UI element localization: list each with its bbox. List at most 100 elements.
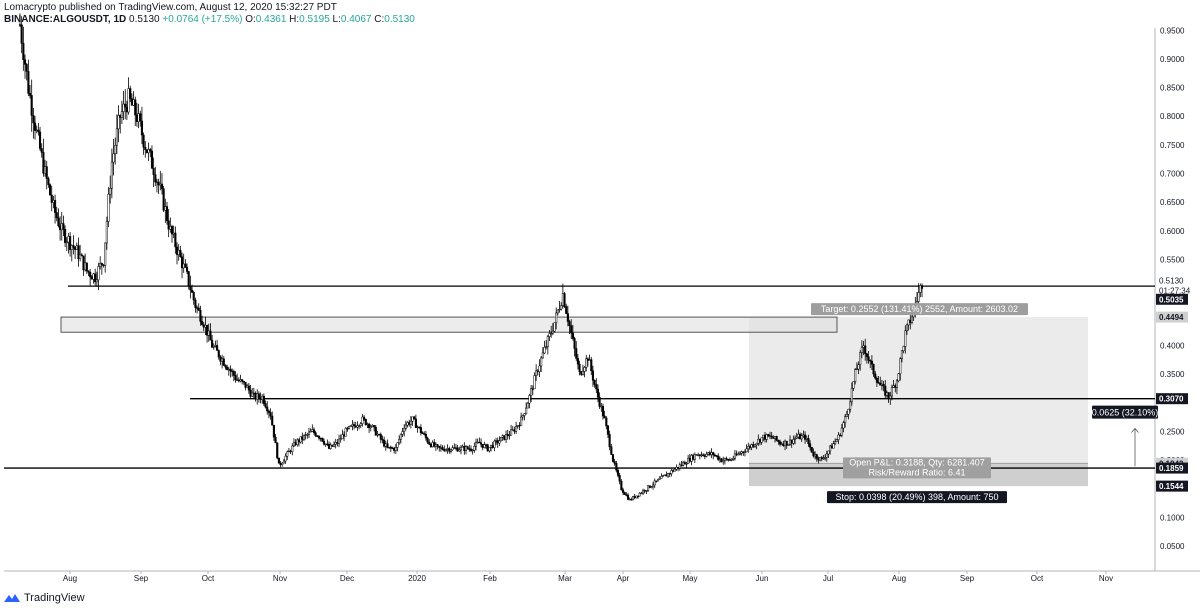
candle-body (398, 439, 401, 444)
candle-body (615, 463, 618, 471)
candle-body (613, 461, 616, 464)
candle-body (139, 113, 142, 122)
candle-body (850, 388, 853, 403)
candle-body (810, 446, 813, 453)
candle-body (424, 434, 427, 439)
candle-body (57, 217, 60, 227)
candle-body (312, 429, 316, 433)
candle-body (187, 271, 190, 286)
candle-body (907, 319, 910, 326)
candle-body (368, 423, 371, 429)
candle-body (242, 381, 245, 383)
candle-body (488, 447, 491, 452)
change-value: +0.0764 (+17.5%) (162, 14, 243, 25)
candle-body (515, 426, 518, 432)
candle-body (262, 395, 265, 404)
candle-body (167, 220, 170, 230)
candle-body (331, 444, 334, 447)
candle-body (28, 93, 32, 96)
candle-body (510, 429, 513, 436)
candle-body (620, 480, 623, 491)
candle-body (800, 435, 803, 440)
candle-body (596, 388, 599, 398)
candle-body (157, 181, 160, 186)
high-label: H: (289, 14, 300, 25)
candle-body (697, 454, 700, 456)
candle-body (130, 98, 133, 106)
candle-body (783, 440, 787, 446)
candle-body (197, 307, 200, 311)
candle-body (860, 347, 863, 353)
candle-body (576, 358, 579, 365)
candle-body (677, 466, 680, 469)
candle-body (835, 439, 838, 442)
candle-body (880, 383, 883, 386)
candle-body (541, 352, 544, 359)
candle-body (30, 95, 33, 116)
candle-body (805, 438, 808, 440)
candle-body (115, 128, 118, 146)
candle-body (302, 435, 306, 440)
candle-body (337, 438, 341, 444)
y-tick-label: 0.6500 (1160, 198, 1185, 207)
candle-body (426, 437, 429, 443)
candle-body (170, 226, 174, 235)
candle-body (513, 429, 516, 432)
candle-body (708, 452, 711, 455)
candle-body (501, 435, 504, 438)
candle-body (257, 393, 260, 398)
candle-body (827, 450, 830, 455)
candle-body (875, 377, 878, 383)
candle-body (246, 385, 249, 388)
candle-body (185, 266, 189, 272)
candle-body (862, 345, 865, 348)
candle-body (845, 414, 848, 417)
candle-body (459, 446, 463, 451)
candle-body (558, 308, 561, 311)
risk-reward-label: Risk/Reward Ratio: 6.41 (868, 467, 965, 477)
candle-body (578, 363, 581, 372)
symbol-label: BINANCE:ALGOUSDT, 1D (4, 14, 127, 25)
candle-body (782, 443, 785, 446)
candle-body (762, 434, 765, 438)
candle-body (104, 242, 107, 266)
candle-body (595, 384, 598, 390)
candle-body (199, 310, 202, 322)
candle-body (909, 319, 912, 323)
candle-body (154, 174, 157, 183)
candle-body (84, 262, 87, 271)
candle-body (795, 436, 798, 439)
candle-body (687, 457, 690, 464)
candle-body (67, 236, 70, 243)
price-label: 0.1544 (1159, 482, 1184, 491)
candle-body (49, 184, 52, 196)
candle-body (855, 368, 858, 371)
candle-body (353, 424, 356, 427)
candle-body (22, 43, 25, 60)
candle-body (229, 368, 232, 372)
candle-body (640, 492, 643, 495)
candle-body (867, 356, 870, 361)
candle-body (356, 425, 359, 428)
arrow-up-icon (1131, 427, 1139, 433)
candle-body (378, 434, 381, 436)
candle-body (125, 106, 128, 113)
candle-body (363, 416, 366, 420)
candle-body (94, 273, 97, 283)
candle-body (172, 232, 175, 235)
candle-body (476, 441, 479, 444)
stop-label: Stop: 0.0398 (20.49%) 398, Amount: 750 (835, 492, 998, 502)
candle-body (373, 425, 376, 428)
candle-body (516, 425, 519, 427)
candle-body (351, 424, 354, 427)
candle-body (484, 444, 488, 446)
candle-body (743, 451, 746, 453)
y-tick-label: 0.9000 (1160, 55, 1185, 64)
candle-body (581, 371, 584, 375)
candle-body (540, 357, 543, 367)
candle-body (381, 439, 384, 441)
candle-body (824, 457, 827, 459)
candle-body (812, 451, 815, 457)
candle-body (74, 247, 77, 250)
